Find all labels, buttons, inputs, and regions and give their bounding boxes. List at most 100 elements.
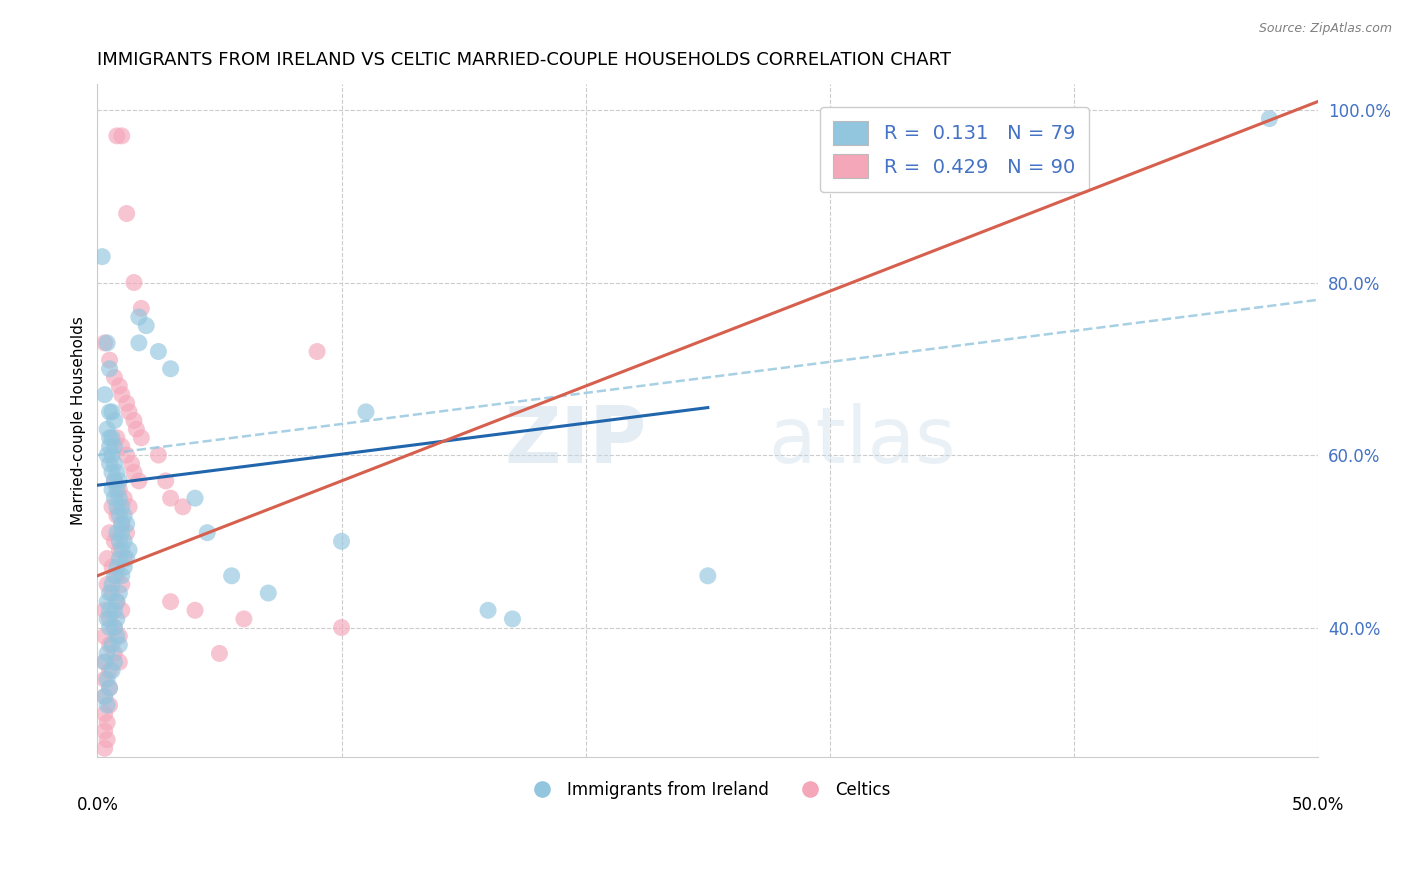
Point: [108, 508, 131, 523]
Point: [112, 491, 135, 505]
Point: [477, 603, 499, 617]
Point: [121, 457, 143, 471]
Point: [108, 474, 131, 488]
Legend: Immigrants from Ireland, Celtics: Immigrants from Ireland, Celtics: [519, 774, 897, 805]
Point: [108, 586, 131, 600]
Point: [96, 448, 118, 462]
Point: [105, 595, 128, 609]
Point: [103, 621, 125, 635]
Point: [108, 483, 131, 497]
Point: [96, 335, 118, 350]
Point: [111, 128, 134, 143]
Point: [101, 431, 124, 445]
Point: [101, 465, 124, 479]
Point: [330, 534, 353, 549]
Point: [696, 569, 718, 583]
Point: [111, 577, 134, 591]
Point: [108, 629, 131, 643]
Point: [128, 310, 150, 324]
Point: [93, 335, 115, 350]
Point: [108, 638, 131, 652]
Point: [98, 439, 121, 453]
Point: [98, 405, 121, 419]
Point: [115, 551, 138, 566]
Point: [93, 603, 115, 617]
Point: [354, 405, 377, 419]
Text: Source: ZipAtlas.com: Source: ZipAtlas.com: [1258, 22, 1392, 36]
Point: [131, 301, 153, 316]
Point: [98, 603, 121, 617]
Point: [96, 673, 118, 687]
Point: [111, 500, 134, 514]
Point: [96, 715, 118, 730]
Point: [93, 706, 115, 721]
Point: [112, 534, 135, 549]
Point: [101, 560, 124, 574]
Point: [125, 422, 148, 436]
Point: [115, 206, 138, 220]
Point: [101, 577, 124, 591]
Point: [93, 741, 115, 756]
Point: [111, 525, 134, 540]
Point: [1258, 112, 1281, 126]
Point: [105, 431, 128, 445]
Point: [98, 681, 121, 695]
Point: [159, 595, 181, 609]
Point: [111, 387, 134, 401]
Point: [108, 379, 131, 393]
Point: [112, 560, 135, 574]
Point: [98, 525, 121, 540]
Point: [96, 595, 118, 609]
Point: [93, 387, 115, 401]
Point: [103, 439, 125, 453]
Point: [148, 344, 170, 359]
Point: [108, 551, 131, 566]
Point: [501, 612, 523, 626]
Point: [159, 361, 181, 376]
Point: [115, 396, 138, 410]
Point: [159, 491, 181, 505]
Point: [118, 500, 141, 514]
Text: IMMIGRANTS FROM IRELAND VS CELTIC MARRIED-COUPLE HOUSEHOLDS CORRELATION CHART: IMMIGRANTS FROM IRELAND VS CELTIC MARRIE…: [97, 51, 952, 69]
Point: [128, 335, 150, 350]
Point: [330, 621, 353, 635]
Point: [101, 638, 124, 652]
Text: atlas: atlas: [769, 402, 956, 479]
Point: [112, 551, 135, 566]
Point: [98, 586, 121, 600]
Text: ZIP: ZIP: [505, 402, 647, 479]
Point: [128, 474, 150, 488]
Point: [103, 474, 125, 488]
Point: [96, 551, 118, 566]
Point: [148, 448, 170, 462]
Point: [98, 664, 121, 678]
Point: [103, 474, 125, 488]
Point: [122, 276, 145, 290]
Point: [96, 698, 118, 713]
Point: [93, 690, 115, 704]
Point: [103, 534, 125, 549]
Point: [111, 603, 134, 617]
Point: [108, 542, 131, 557]
Text: 0.0%: 0.0%: [76, 796, 118, 814]
Point: [93, 690, 115, 704]
Point: [103, 655, 125, 669]
Point: [101, 586, 124, 600]
Point: [112, 508, 135, 523]
Point: [101, 500, 124, 514]
Point: [118, 542, 141, 557]
Text: 50.0%: 50.0%: [1292, 796, 1344, 814]
Point: [155, 474, 177, 488]
Point: [98, 612, 121, 626]
Point: [115, 448, 138, 462]
Point: [91, 250, 114, 264]
Point: [105, 128, 128, 143]
Point: [105, 465, 128, 479]
Point: [208, 647, 231, 661]
Point: [195, 525, 218, 540]
Point: [101, 664, 124, 678]
Point: [105, 629, 128, 643]
Point: [105, 595, 128, 609]
Point: [122, 465, 145, 479]
Point: [96, 732, 118, 747]
